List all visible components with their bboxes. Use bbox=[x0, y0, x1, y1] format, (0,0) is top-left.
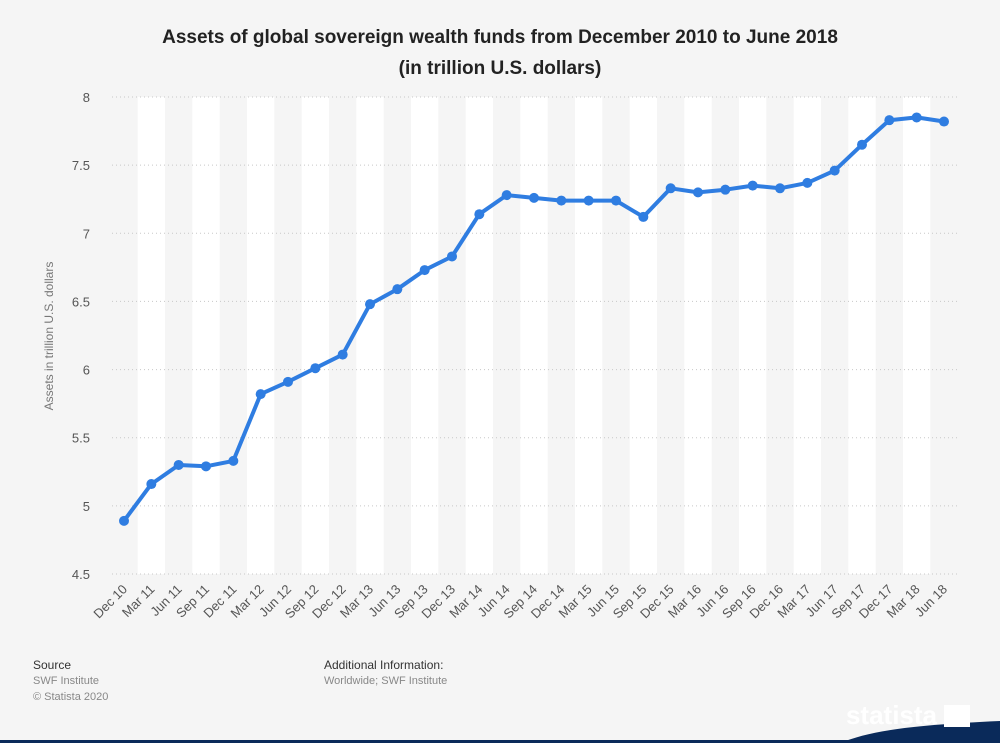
data-point bbox=[829, 165, 840, 176]
background-stripe bbox=[137, 97, 165, 574]
chart-title-line1: Assets of global sovereign wealth funds … bbox=[162, 27, 838, 48]
data-point bbox=[529, 192, 539, 203]
data-point bbox=[365, 299, 375, 310]
source-heading: Source bbox=[33, 658, 72, 672]
background-stripe bbox=[575, 97, 603, 574]
y-tick-label: 8 bbox=[83, 90, 90, 105]
background-stripe bbox=[684, 97, 712, 574]
data-point bbox=[884, 115, 895, 126]
background-stripe bbox=[247, 97, 275, 574]
y-tick-label: 5.5 bbox=[72, 431, 90, 446]
data-point bbox=[665, 183, 676, 194]
data-point bbox=[939, 116, 949, 127]
data-point bbox=[447, 251, 457, 262]
background-stripe bbox=[793, 97, 821, 574]
data-point bbox=[419, 265, 430, 276]
background-stripe bbox=[465, 97, 493, 574]
data-point bbox=[857, 139, 867, 150]
background-stripes bbox=[137, 97, 931, 574]
data-point bbox=[173, 459, 184, 470]
bottom-rule bbox=[0, 740, 1000, 743]
y-tick-label: 7.5 bbox=[72, 158, 90, 173]
background-stripe bbox=[520, 97, 548, 574]
source-block: Source SWF Institute © Statista 2020 bbox=[33, 657, 108, 705]
data-point bbox=[283, 376, 293, 387]
background-stripe bbox=[848, 97, 876, 574]
chart-title-line2: (in trillion U.S. dollars) bbox=[398, 58, 602, 79]
data-point bbox=[583, 195, 594, 206]
background-stripe bbox=[356, 97, 384, 574]
data-point bbox=[693, 187, 703, 198]
copyright-text: © Statista 2020 bbox=[33, 691, 109, 703]
data-point bbox=[228, 455, 239, 466]
background-stripe bbox=[192, 97, 220, 574]
data-point bbox=[337, 349, 348, 360]
data-point bbox=[802, 177, 813, 188]
data-point bbox=[310, 363, 321, 374]
y-tick-label: 5 bbox=[83, 499, 90, 514]
source-text: SWF Institute bbox=[33, 675, 100, 687]
background-stripe bbox=[903, 97, 931, 574]
data-point bbox=[611, 195, 621, 206]
additional-info-block: Additional Information: Worldwide; SWF I… bbox=[324, 657, 447, 689]
data-point bbox=[501, 190, 512, 201]
y-axis-label: Assets in trillion U.S. dollars bbox=[42, 262, 56, 411]
additional-info-heading: Additional Information: bbox=[324, 658, 444, 672]
additional-info-text: Worldwide; SWF Institute bbox=[324, 675, 448, 687]
background-stripe bbox=[301, 97, 329, 574]
background-stripe bbox=[629, 97, 657, 574]
chart-title: Assets of global sovereign wealth funds … bbox=[0, 22, 1000, 84]
background-stripe bbox=[411, 97, 439, 574]
y-tick-label: 4.5 bbox=[72, 567, 90, 582]
data-point bbox=[911, 112, 922, 123]
data-point bbox=[720, 184, 731, 195]
y-tick-label: 7 bbox=[83, 226, 90, 241]
gridlines bbox=[112, 96, 960, 575]
statista-logo[interactable]: statista bbox=[845, 700, 937, 730]
data-point bbox=[119, 515, 129, 526]
data-point bbox=[474, 209, 485, 220]
data-point bbox=[392, 284, 403, 295]
data-point bbox=[747, 180, 758, 191]
background-stripe bbox=[739, 97, 767, 574]
y-axis-ticks: 4.5 5 5.5 6 6.5 7 7.5 8 bbox=[72, 90, 90, 582]
data-point bbox=[201, 461, 211, 472]
data-point bbox=[775, 183, 785, 194]
data-point bbox=[638, 211, 649, 222]
data-point bbox=[255, 389, 266, 400]
data-point bbox=[146, 479, 157, 490]
statista-logo-icon bbox=[944, 705, 970, 727]
y-tick-label: 6.5 bbox=[72, 294, 90, 309]
y-tick-label: 6 bbox=[83, 363, 90, 378]
series-line-group bbox=[119, 112, 949, 526]
data-point bbox=[556, 195, 567, 206]
